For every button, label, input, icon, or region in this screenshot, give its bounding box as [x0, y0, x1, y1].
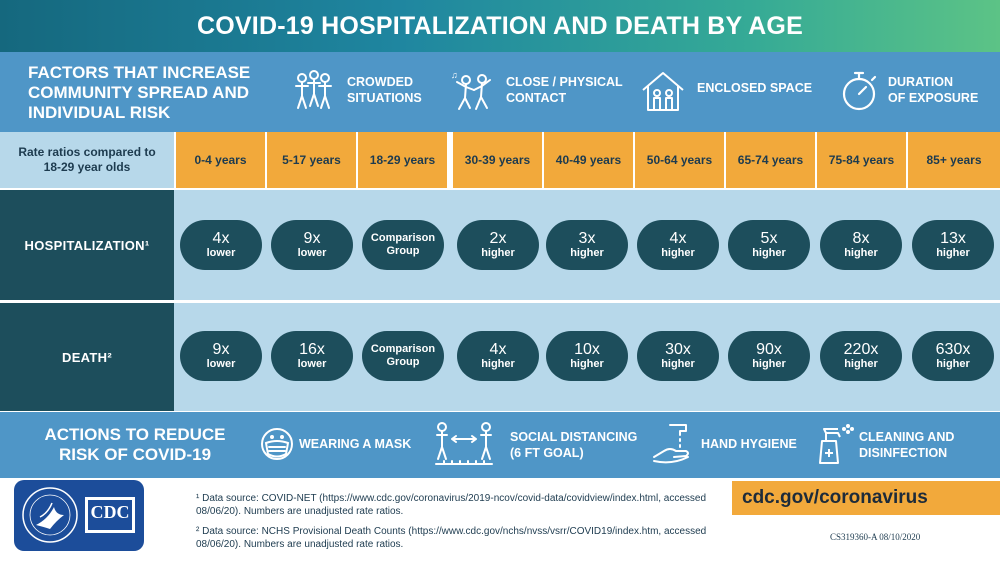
- rate-pill: 9x lower: [180, 331, 262, 381]
- rate-pill: 2x higher: [457, 220, 539, 270]
- face-mask-icon: [261, 428, 293, 460]
- age-cell: 18-29 years: [358, 132, 447, 188]
- house-family-icon: [642, 72, 684, 111]
- title-bar: COVID-19 HOSPITALIZATION AND DEATH BY AG…: [0, 0, 1000, 52]
- age-label: 30-39 years: [464, 153, 531, 167]
- rate-pill: 5x higher: [728, 220, 810, 270]
- factor-label-crowded: CROWDED SITUATIONS: [347, 75, 422, 105]
- age-label: 50-64 years: [646, 153, 713, 167]
- rate-pill: 4x higher: [457, 331, 539, 381]
- dancing-people-icon: ♫: [451, 70, 491, 110]
- age-cell: 75-84 years: [817, 132, 906, 188]
- hospitalization-row-label: HOSPITALIZATION¹: [0, 190, 174, 300]
- age-label: 75-84 years: [828, 153, 895, 167]
- rate-pill: 220x higher: [820, 331, 902, 381]
- age-label: 40-49 years: [555, 153, 622, 167]
- age-label: 0-4 years: [194, 153, 247, 167]
- crowd-icon: [295, 70, 332, 109]
- rate-pill: 630x higher: [912, 331, 994, 381]
- age-cell: 30-39 years: [453, 132, 542, 188]
- rate-pill: 16x lower: [271, 331, 353, 381]
- rate-pill: 4x lower: [180, 220, 262, 270]
- site-banner: cdc.gov/coronavirus: [732, 481, 1000, 515]
- action-label-hygiene: HAND HYGIENE: [701, 437, 797, 451]
- hhs-seal-icon: [22, 487, 78, 543]
- page-title: COVID-19 HOSPITALIZATION AND DEATH BY AG…: [197, 11, 803, 40]
- age-cell: 40-49 years: [544, 132, 633, 188]
- footnote-1: ¹ Data source: COVID-NET (https://www.cd…: [196, 493, 707, 517]
- age-label: 18-29 years: [369, 153, 436, 167]
- svg-text:♫: ♫: [451, 70, 458, 80]
- rate-pill: 3x higher: [546, 220, 628, 270]
- action-label-cleaning: CLEANING AND DISINFECTION: [859, 430, 955, 460]
- death-row-label: DEATH²: [0, 303, 174, 411]
- actions-heading: ACTIONS TO REDUCE RISK OF COVID-19: [44, 425, 226, 464]
- age-label: 65-74 years: [737, 153, 804, 167]
- comparison-group-pill: Comparison Group: [362, 331, 444, 381]
- rate-ratio-label: Rate ratios compared to 18-29 year olds: [18, 145, 156, 174]
- age-cell: 65-74 years: [726, 132, 815, 188]
- factor-label-duration: DURATION OF EXPOSURE: [888, 75, 979, 105]
- site-link[interactable]: cdc.gov/coronavirus: [742, 487, 928, 508]
- cdc-logo-icon: [85, 497, 135, 533]
- footnote-2: ² Data source: NCHS Provisional Death Co…: [196, 526, 707, 550]
- age-label: 5-17 years: [282, 153, 341, 167]
- rate-pill: 8x higher: [820, 220, 902, 270]
- factors-band: [0, 52, 1000, 132]
- row-label-text: DEATH²: [62, 349, 112, 365]
- hand-wash-icon: [653, 424, 689, 464]
- factors-heading: FACTORS THAT INCREASE COMMUNITY SPREAD A…: [28, 63, 251, 122]
- row-label-text: HOSPITALIZATION¹: [24, 237, 150, 253]
- age-cell: 85+ years: [908, 132, 1000, 188]
- rate-pill: 13x higher: [912, 220, 994, 270]
- rate-pill: 9x lower: [271, 220, 353, 270]
- action-label-distancing: SOCIAL DISTANCING (6 FT GOAL): [510, 430, 638, 460]
- social-distance-icon: [435, 422, 493, 465]
- document-code: CS319360-A 08/10/2020: [830, 532, 921, 542]
- age-cell: 0-4 years: [176, 132, 265, 188]
- age-cell: 50-64 years: [635, 132, 724, 188]
- comparison-group-pill: Comparison Group: [362, 220, 444, 270]
- rate-ratio-label-cell: Rate ratios compared to 18-29 year olds: [0, 132, 174, 188]
- rate-pill: 4x higher: [637, 220, 719, 270]
- factor-label-enclosed: ENCLOSED SPACE: [697, 81, 813, 95]
- age-label: 85+ years: [926, 153, 982, 167]
- factor-label-contact: CLOSE / PHYSICAL CONTACT: [506, 75, 623, 105]
- hhs-cdc-logo: CDC: [14, 480, 144, 551]
- age-cell: 5-17 years: [267, 132, 356, 188]
- cdc-logo-text: CDC: [90, 502, 130, 522]
- rate-pill: 30x higher: [637, 331, 719, 381]
- action-label-mask: WEARING A MASK: [299, 437, 412, 451]
- actions-band: [0, 412, 1000, 478]
- rate-pill: 10x higher: [546, 331, 628, 381]
- spray-bottle-icon: [819, 424, 854, 464]
- stopwatch-icon: [842, 71, 877, 111]
- rate-pill: 90x higher: [728, 331, 810, 381]
